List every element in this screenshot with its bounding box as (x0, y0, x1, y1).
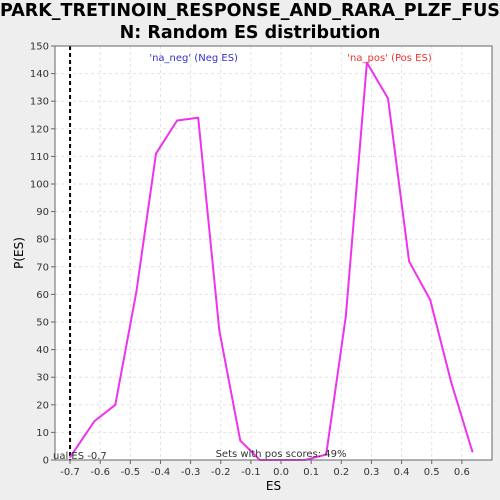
x-tick-label: -0.6 (90, 467, 110, 478)
series-point (176, 119, 178, 122)
x-axis-title: ES (266, 479, 281, 493)
plot-area (55, 46, 492, 460)
x-tick-label: 0.5 (424, 467, 440, 478)
series-point (135, 290, 138, 293)
y-tick-label: 10 (36, 428, 49, 439)
y-tick-label: 50 (36, 318, 49, 329)
x-tick-label: -0.5 (121, 467, 141, 478)
series-point (387, 97, 389, 100)
x-tick-label: -0.4 (151, 467, 171, 478)
x-tick-label: -0.2 (211, 467, 231, 478)
y-tick-label: 110 (30, 152, 49, 163)
x-tick-label: -0.7 (60, 467, 80, 478)
y-tick-label: 140 (30, 69, 49, 80)
y-tick-label: 80 (36, 235, 49, 246)
pos-scores-annotation: Sets with pos scores: 49% (216, 449, 347, 460)
y-axis-ticks: 0 10 20 30 40 50 60 70 80 90 100 110 120 130 140 150 (30, 42, 55, 467)
x-tick-label: 0.4 (394, 467, 410, 478)
x-tick-label: 0.6 (454, 467, 470, 478)
chart-title: PARK_TRETINOIN_RESPONSE_AND_RARA_PLZF_FU… (0, 0, 500, 44)
y-tick-label: 70 (36, 262, 49, 273)
series-point (408, 260, 410, 263)
chart-title-line-2: N: Random ES distribution (119, 23, 381, 43)
x-axis-ticks: -0.7 -0.6 -0.5 -0.4 -0.3 -0.2 -0.1 0.0 0.1 0.2 0.3… (60, 460, 470, 478)
x-tick-label: -0.3 (181, 467, 201, 478)
y-tick-label: 0 (43, 456, 49, 467)
series-point (93, 420, 95, 423)
series-point (471, 450, 474, 453)
series-point (239, 439, 242, 442)
chart-title-line-1: PARK_TRETINOIN_RESPONSE_AND_RARA_PLZF_FU… (0, 1, 500, 21)
y-tick-label: 150 (30, 42, 49, 53)
y-tick-label: 100 (30, 180, 49, 191)
series-point (345, 315, 347, 318)
y-tick-label: 40 (36, 345, 49, 356)
series-point (155, 152, 157, 155)
plot-border (54, 45, 493, 461)
x-tick-label: 0.3 (363, 467, 379, 478)
series-point (450, 381, 453, 384)
x-tick-label: 0.0 (273, 467, 289, 478)
series-point (197, 116, 199, 119)
series-point (325, 453, 328, 456)
actual-es-annotation: ual ES -0.7 (53, 451, 107, 462)
y-tick-label: 60 (36, 290, 49, 301)
x-tick-label: -0.1 (241, 467, 261, 478)
y-tick-label: 130 (30, 97, 49, 108)
pos-es-annotation: 'na_pos' (Pos ES) (347, 53, 432, 64)
y-tick-label: 120 (30, 124, 49, 135)
series-point (218, 329, 221, 332)
series-point (114, 404, 117, 406)
x-tick-label: 0.1 (303, 467, 319, 478)
x-tick-label: 0.2 (333, 467, 349, 478)
y-axis-title: P(ES) (12, 237, 26, 269)
series-point (366, 61, 368, 64)
series-point (69, 456, 71, 459)
neg-es-annotation: 'na_neg' (Neg ES) (149, 53, 238, 64)
series-point (429, 299, 432, 301)
y-tick-label: 20 (36, 400, 49, 411)
y-tick-label: 90 (36, 207, 49, 218)
y-tick-label: 30 (36, 373, 49, 384)
